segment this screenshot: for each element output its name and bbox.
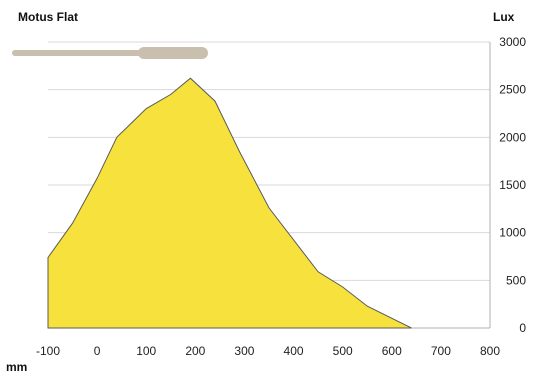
x-tick-label: 0: [94, 344, 101, 358]
x-tick-label: 300: [234, 344, 254, 358]
y-tick-label: 2500: [499, 83, 526, 97]
x-tick-label: 200: [185, 344, 205, 358]
x-tick-label: 800: [480, 344, 500, 358]
x-tick-label: 600: [382, 344, 402, 358]
x-tick-label: 700: [431, 344, 451, 358]
luminaire-head: [138, 47, 208, 59]
luminaire-illustration: [12, 47, 208, 59]
x-tick-labels: -100 0 100 200 300 400 500 600 700 800: [36, 344, 500, 358]
y-tick-label: 1500: [499, 178, 526, 192]
chart-title: Motus Flat: [18, 10, 78, 24]
x-tick-label: -100: [36, 344, 60, 358]
y-tick-label: 1000: [499, 226, 526, 240]
y-axis-unit: Lux: [493, 10, 515, 24]
lux-area: [47, 77, 412, 329]
y-tick-label: 0: [519, 321, 526, 335]
y-tick-label: 2000: [499, 130, 526, 144]
y-tick-label: 3000: [499, 35, 526, 49]
luminaire-arm: [12, 50, 142, 56]
y-tick-label: 500: [506, 273, 526, 287]
x-axis-unit: mm: [6, 360, 27, 374]
y-tick-labels: 3000 2500 2000 1500 1000 500 0: [499, 35, 526, 335]
x-tick-label: 500: [333, 344, 353, 358]
data-area: [47, 77, 412, 329]
x-tick-label: 100: [136, 344, 156, 358]
x-tick-label: 400: [284, 344, 304, 358]
